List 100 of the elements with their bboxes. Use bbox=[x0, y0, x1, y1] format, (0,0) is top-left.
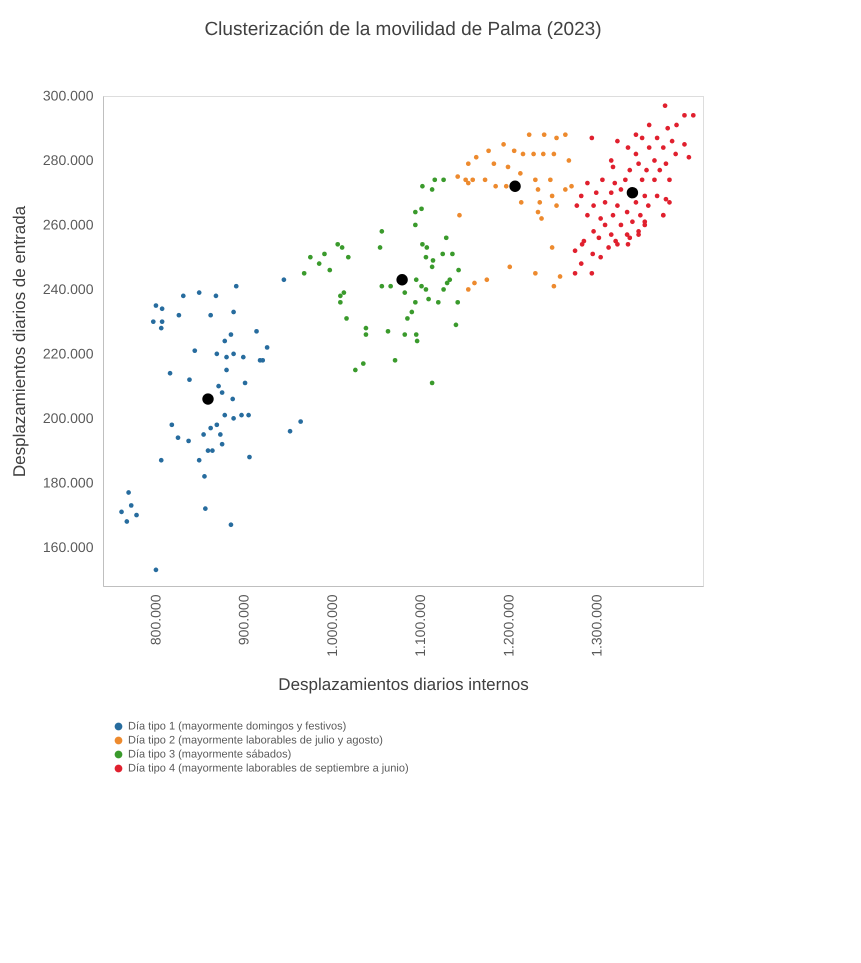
point bbox=[176, 435, 180, 440]
legend-label: Día tipo 1 (mayormente domingos y festivos) bbox=[128, 720, 346, 732]
point bbox=[247, 454, 252, 460]
point bbox=[264, 345, 270, 350]
point bbox=[316, 261, 322, 266]
point bbox=[338, 294, 343, 298]
point bbox=[134, 512, 139, 518]
point bbox=[327, 268, 332, 272]
point bbox=[424, 245, 430, 250]
point bbox=[548, 177, 553, 182]
point bbox=[554, 136, 559, 140]
point bbox=[379, 284, 384, 289]
point bbox=[552, 284, 556, 289]
point bbox=[484, 277, 490, 282]
point bbox=[298, 419, 303, 424]
point bbox=[444, 236, 449, 240]
point bbox=[466, 161, 471, 166]
point bbox=[388, 284, 393, 289]
point bbox=[430, 258, 436, 263]
point bbox=[322, 252, 327, 256]
point bbox=[482, 177, 488, 182]
point bbox=[466, 287, 471, 292]
point bbox=[231, 310, 236, 314]
point bbox=[402, 290, 408, 295]
point bbox=[456, 268, 461, 272]
point bbox=[308, 254, 313, 260]
legend-label: Día tipo 4 (mayormente laborables de septiembre a junio) bbox=[128, 762, 409, 774]
point bbox=[242, 380, 248, 386]
point bbox=[160, 306, 164, 312]
point bbox=[282, 277, 286, 282]
point bbox=[531, 152, 536, 156]
point bbox=[550, 194, 554, 198]
point bbox=[342, 290, 346, 295]
point bbox=[424, 287, 428, 292]
point bbox=[533, 270, 538, 276]
point bbox=[392, 358, 398, 363]
point bbox=[210, 448, 215, 453]
point bbox=[419, 284, 424, 289]
point bbox=[436, 300, 441, 305]
point bbox=[506, 164, 510, 170]
point bbox=[222, 338, 228, 344]
point bbox=[563, 132, 568, 138]
point bbox=[470, 177, 476, 182]
point bbox=[402, 332, 408, 337]
point bbox=[414, 338, 420, 344]
point bbox=[168, 370, 172, 376]
point bbox=[220, 442, 224, 446]
point bbox=[569, 184, 574, 189]
point bbox=[466, 180, 471, 186]
point bbox=[335, 242, 340, 247]
point bbox=[455, 174, 460, 179]
point bbox=[240, 354, 246, 360]
point bbox=[222, 412, 228, 418]
point bbox=[288, 428, 292, 434]
point bbox=[128, 503, 134, 508]
point bbox=[344, 316, 349, 321]
point bbox=[208, 312, 213, 318]
point bbox=[338, 300, 343, 305]
point bbox=[420, 184, 425, 189]
point bbox=[196, 290, 202, 295]
point bbox=[518, 200, 524, 205]
point bbox=[504, 184, 509, 189]
point bbox=[231, 416, 236, 421]
point bbox=[507, 264, 512, 270]
x-tick-label: 1.200.000 bbox=[500, 594, 516, 657]
point bbox=[486, 148, 491, 154]
point bbox=[346, 254, 351, 260]
point bbox=[533, 177, 538, 182]
point bbox=[455, 300, 460, 305]
point bbox=[224, 368, 229, 372]
point bbox=[176, 312, 182, 318]
point bbox=[432, 177, 438, 182]
point bbox=[150, 319, 156, 324]
point bbox=[409, 310, 414, 314]
point bbox=[419, 206, 424, 212]
x-axis-title: Desplazamientos diarios internos bbox=[278, 674, 529, 694]
point bbox=[208, 426, 213, 430]
point bbox=[414, 277, 419, 282]
point bbox=[474, 154, 479, 160]
point bbox=[216, 384, 221, 388]
point bbox=[228, 332, 234, 337]
point bbox=[447, 277, 452, 282]
point bbox=[169, 422, 174, 428]
point bbox=[154, 568, 158, 572]
point bbox=[550, 245, 554, 250]
point bbox=[246, 412, 251, 418]
point bbox=[426, 296, 431, 302]
x-tick-label: 1.000.000 bbox=[324, 594, 340, 657]
point bbox=[518, 171, 523, 176]
point bbox=[430, 380, 434, 386]
point bbox=[158, 458, 164, 463]
point bbox=[203, 506, 208, 511]
point bbox=[192, 348, 198, 354]
point bbox=[472, 280, 477, 286]
point bbox=[386, 328, 390, 334]
point bbox=[378, 245, 382, 250]
point bbox=[231, 352, 236, 356]
legend-label: Día tipo 2 (mayormente laborables de julio y agosto) bbox=[128, 734, 383, 746]
y-tick-label: 200.000 bbox=[42, 410, 94, 426]
y-tick-label: 160.000 bbox=[42, 538, 94, 555]
